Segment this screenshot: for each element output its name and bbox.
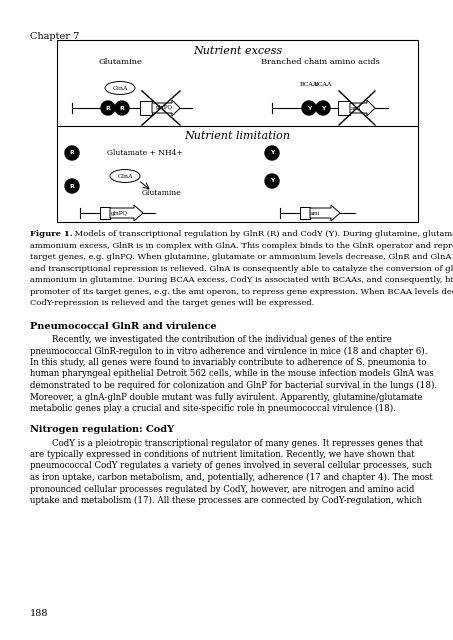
Text: BCAA: BCAA xyxy=(300,82,318,87)
Text: are typically expressed in conditions of nutrient limitation. Recently, we have : are typically expressed in conditions of… xyxy=(30,450,414,459)
Circle shape xyxy=(302,101,316,115)
FancyArrow shape xyxy=(350,100,375,116)
Text: CodY is a pleiotropic transcriptional regulator of many genes. It represses gene: CodY is a pleiotropic transcriptional re… xyxy=(30,438,423,447)
Text: GlnA: GlnA xyxy=(117,173,133,179)
Circle shape xyxy=(65,179,79,193)
Text: Glutamine: Glutamine xyxy=(98,58,142,66)
Text: Figure 1.: Figure 1. xyxy=(30,230,72,238)
Text: demonstrated to be required for colonization and GlnP for bacterial survival in : demonstrated to be required for coloniza… xyxy=(30,381,437,390)
Text: ami: ami xyxy=(351,106,361,111)
Text: promoter of its target genes, e.g. the ami operon, to repress gene expression. W: promoter of its target genes, e.g. the a… xyxy=(30,287,453,296)
Text: R: R xyxy=(70,150,74,156)
Text: Branched chain amino acids: Branched chain amino acids xyxy=(260,58,380,66)
FancyArrow shape xyxy=(110,205,143,221)
Text: pneumococcal GlnR-regulon to in vitro adherence and virulence in mice (18 and ch: pneumococcal GlnR-regulon to in vitro ad… xyxy=(30,346,428,356)
Text: Glutamine: Glutamine xyxy=(142,189,182,197)
Text: ammonium excess, GlnR is in complex with GlnA. This complex binds to the GlnR op: ammonium excess, GlnR is in complex with… xyxy=(30,241,453,250)
Circle shape xyxy=(115,101,129,115)
Ellipse shape xyxy=(110,170,140,182)
Text: glnPQ: glnPQ xyxy=(155,106,173,111)
Text: Moreover, a glnA-glnP double mutant was fully avirulent. Apparently, glutamine/g: Moreover, a glnA-glnP double mutant was … xyxy=(30,392,423,401)
Circle shape xyxy=(101,101,115,115)
Circle shape xyxy=(265,146,279,160)
Text: human pharyngeal epithelial Detroit 562 cells, while in the mouse infection mode: human pharyngeal epithelial Detroit 562 … xyxy=(30,369,434,378)
Text: GlnA: GlnA xyxy=(112,86,128,90)
Circle shape xyxy=(65,146,79,160)
Text: Nutrient limitation: Nutrient limitation xyxy=(184,131,290,141)
Text: Nitrogen regulation: CodY: Nitrogen regulation: CodY xyxy=(30,426,174,435)
Text: Y: Y xyxy=(270,150,274,156)
Text: BCAA: BCAA xyxy=(314,82,332,87)
Text: Chapter 7: Chapter 7 xyxy=(30,32,79,41)
Text: target genes, e.g. glnPQ. When glutamine, glutamate or ammonium levels decrease,: target genes, e.g. glnPQ. When glutamine… xyxy=(30,253,453,261)
Ellipse shape xyxy=(105,81,135,95)
Text: R: R xyxy=(106,106,111,111)
Text: ami: ami xyxy=(310,211,320,216)
Text: Glutamate + NH4+: Glutamate + NH4+ xyxy=(107,149,183,157)
Text: In this study, all genes were found to invariably contribute to adherence of S. : In this study, all genes were found to i… xyxy=(30,358,427,367)
Bar xyxy=(300,207,310,219)
Text: Models of transcriptional regulation by GlnR (R) and CodY (Y). During glutamine,: Models of transcriptional regulation by … xyxy=(72,230,453,238)
Text: pronounced cellular processes regulated by CodY, however, are nitrogen and amino: pronounced cellular processes regulated … xyxy=(30,484,414,493)
Bar xyxy=(338,101,350,115)
Text: Pneumococcal GlnR and virulence: Pneumococcal GlnR and virulence xyxy=(30,322,217,331)
Bar xyxy=(140,101,152,115)
Text: Y: Y xyxy=(270,179,274,184)
Circle shape xyxy=(265,174,279,188)
Text: Recently, we investigated the contribution of the individual genes of the entire: Recently, we investigated the contributi… xyxy=(30,335,392,344)
Text: uptake and metabolism (17). All these processes are connected by CodY-regulation: uptake and metabolism (17). All these pr… xyxy=(30,496,422,505)
Text: Y: Y xyxy=(321,106,325,111)
Bar xyxy=(100,207,110,219)
Text: glnPQ: glnPQ xyxy=(111,211,127,216)
FancyArrow shape xyxy=(152,100,180,116)
Text: CodY-repression is relieved and the target genes will be expressed.: CodY-repression is relieved and the targ… xyxy=(30,299,314,307)
Text: R: R xyxy=(70,184,74,189)
Text: R: R xyxy=(120,106,125,111)
FancyArrow shape xyxy=(310,205,340,221)
Text: Y: Y xyxy=(307,106,311,111)
Bar xyxy=(57,40,418,222)
Circle shape xyxy=(316,101,330,115)
Text: Nutrient excess: Nutrient excess xyxy=(193,46,282,56)
Text: metabolic genes play a crucial and site-specific role in pneumococcal virulence : metabolic genes play a crucial and site-… xyxy=(30,404,396,413)
Text: ammonium in glutamine. During BCAA excess, CodY is associated with BCAAs, and co: ammonium in glutamine. During BCAA exces… xyxy=(30,276,453,284)
Text: pneumococcal CodY regulates a variety of genes involved in several cellular proc: pneumococcal CodY regulates a variety of… xyxy=(30,461,432,470)
Text: as iron uptake, carbon metabolism, and, potentially, adherence (17 and chapter 4: as iron uptake, carbon metabolism, and, … xyxy=(30,473,433,482)
Text: and transcriptional repression is relieved. GlnA is consequently able to catalyz: and transcriptional repression is reliev… xyxy=(30,264,453,273)
Text: 188: 188 xyxy=(30,609,48,618)
